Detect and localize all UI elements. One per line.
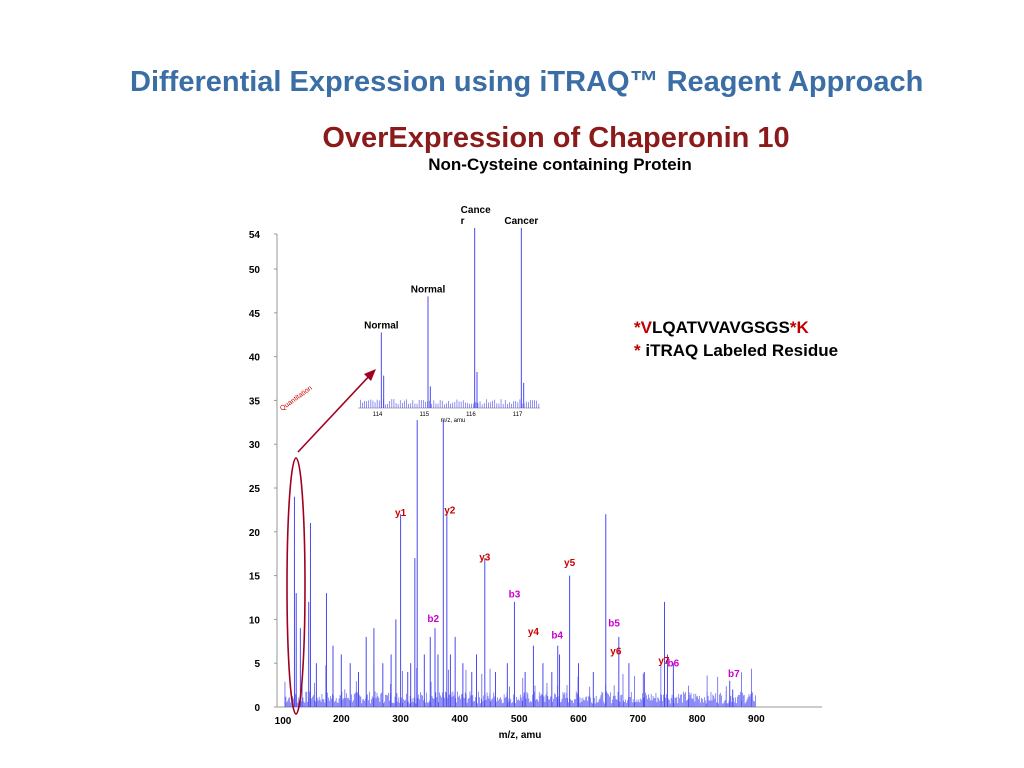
y-tick-label: 0 <box>254 703 260 714</box>
x-tick-label: 300 <box>392 714 409 725</box>
y-ion-label: y2 <box>444 505 456 516</box>
b-ion-label: b2 <box>427 614 439 625</box>
y-ion-label: y7 <box>658 656 670 667</box>
x-axis-label: m/z, amu <box>499 730 542 741</box>
y-tick-label: 50 <box>249 265 261 276</box>
x-tick-label: 800 <box>689 714 706 725</box>
slide-subsubtitle: Non-Cysteine containing Protein <box>428 155 692 174</box>
itraq-star: * <box>634 341 641 360</box>
y-ion-label: y3 <box>479 553 491 564</box>
itraq-legend: * iTRAQ Labeled Residue <box>634 339 838 362</box>
inset-x-tick-label: 115 <box>419 412 429 418</box>
x-tick-label: 600 <box>570 714 587 725</box>
inset-x-tick-label: 114 <box>373 412 383 418</box>
peptide-sequence-block: *VLQATVVAVGSGS*K * iTRAQ Labeled Residue <box>634 316 838 362</box>
quantitation-arrow <box>297 372 373 453</box>
reporter-ion-inset: 114 115 116 117 m/z, amu Normal Normal Cancer Ca… <box>352 205 546 424</box>
ms-spectrum-chart: 0 5 10 15 20 25 30 35 40 45 50 54 100 200 300 400 500 600… <box>249 230 822 741</box>
sequence-core: LQATVVAVGSGS <box>651 318 790 337</box>
y-tick-label: 45 <box>249 309 261 320</box>
peptide-sequence: *VLQATVVAVGSGS*K <box>634 316 838 339</box>
itraq-star: * <box>634 318 641 337</box>
slide-subtitle: OverExpression of Chaperonin 10 <box>322 122 790 154</box>
b-ion-label: b4 <box>551 631 563 642</box>
inset-x-tick-label: 117 <box>513 412 523 418</box>
b-ion-label: b3 <box>509 590 521 601</box>
reporter-ion-label: Normal <box>364 320 399 331</box>
reporter-ion-label: Cancer <box>504 216 538 227</box>
x-tick-label: 900 <box>748 714 765 725</box>
sequence-k: K <box>796 318 809 337</box>
sequence-v: V <box>640 318 652 337</box>
inset-x-tick-label: 116 <box>466 412 476 418</box>
inset-background <box>352 214 546 420</box>
itraq-star: * <box>789 318 797 337</box>
y-tick-label: 5 <box>254 659 260 670</box>
y-ion-label: y5 <box>564 558 576 569</box>
reporter-ion-label: r <box>461 216 465 227</box>
y-tick-label: 20 <box>249 528 261 539</box>
reporter-ion-label: Cance <box>461 205 491 216</box>
x-tick-label: 200 <box>333 714 350 725</box>
y-tick-label: 15 <box>249 572 261 583</box>
y-tick-label: 40 <box>249 353 261 364</box>
x-tick-label: 700 <box>629 714 646 725</box>
b-ion-label: b6 <box>668 659 680 670</box>
y-tick-label: 25 <box>249 484 261 495</box>
y-ion-label: y4 <box>528 627 540 638</box>
quantitation-label: Quantitation <box>279 385 314 413</box>
y-tick-label: 54 <box>249 230 261 241</box>
arrow-head-icon <box>364 369 376 381</box>
inset-x-axis-label: m/z, amu <box>441 418 466 424</box>
itraq-legend-text: iTRAQ Labeled Residue <box>640 341 839 360</box>
y-ion-label: y6 <box>610 646 622 657</box>
y-tick-label: 30 <box>249 440 261 451</box>
slide-title: Differential Expression using iTRAQ™ Rea… <box>130 66 924 98</box>
x-tick-label: 400 <box>452 714 469 725</box>
y-tick-label: 10 <box>249 615 261 626</box>
quantitation-region-ellipse <box>286 457 306 715</box>
y-ion-label: y1 <box>395 508 407 519</box>
x-tick-label: 500 <box>511 714 528 725</box>
y-tick-label: 35 <box>249 396 261 407</box>
b-ion-label: b7 <box>728 669 740 680</box>
reporter-ion-label: Normal <box>411 284 446 295</box>
x-tick-label: 100 <box>275 716 292 727</box>
b-ion-label: b5 <box>608 618 620 629</box>
